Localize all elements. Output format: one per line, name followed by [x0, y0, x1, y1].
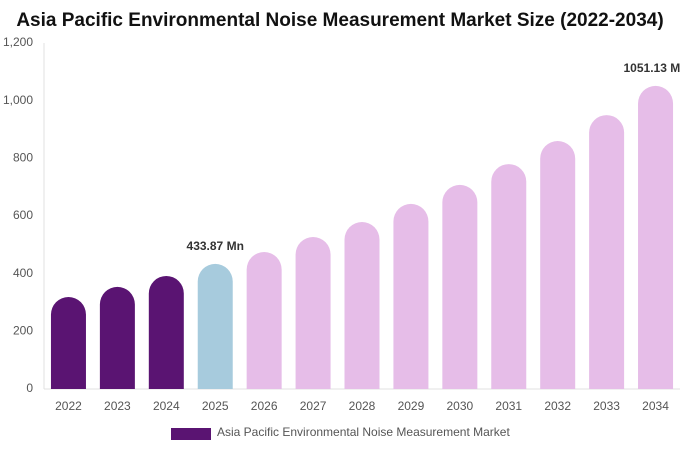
y-tick-label: 200	[13, 324, 33, 338]
y-tick-label: 600	[13, 208, 33, 222]
bar	[491, 164, 527, 389]
bar	[99, 286, 135, 389]
x-tick-label: 2034	[642, 399, 669, 413]
x-tick-label: 2022	[55, 399, 82, 413]
legend-swatch	[171, 428, 211, 440]
x-tick-label: 2033	[593, 399, 620, 413]
x-tick-label: 2024	[153, 399, 180, 413]
x-tick-label: 2027	[300, 399, 327, 413]
bar	[393, 203, 429, 389]
bar	[246, 252, 282, 389]
data-label: 1051.13 Mn	[624, 61, 680, 75]
bar	[50, 297, 86, 389]
bar	[540, 141, 576, 389]
bar	[442, 184, 478, 389]
bar	[295, 237, 331, 389]
legend-label: Asia Pacific Environmental Noise Measure…	[217, 425, 510, 439]
y-tick-label: 400	[13, 266, 33, 280]
x-tick-label: 2025	[202, 399, 229, 413]
x-tick-label: 2029	[398, 399, 425, 413]
x-tick-label: 2030	[446, 399, 473, 413]
data-label: 433.87 Mn	[187, 239, 244, 253]
x-tick-label: 2032	[544, 399, 571, 413]
y-tick-label: 0	[26, 381, 33, 395]
bar	[589, 115, 625, 390]
y-tick-label: 1,200	[3, 35, 33, 49]
x-tick-label: 2026	[251, 399, 278, 413]
bar	[638, 85, 674, 389]
x-tick-label: 2028	[349, 399, 376, 413]
y-tick-label: 800	[13, 151, 33, 165]
x-tick-label: 2023	[104, 399, 131, 413]
x-tick-label: 2031	[495, 399, 522, 413]
y-tick-label: 1,000	[3, 93, 33, 107]
bar	[197, 263, 233, 389]
chart-title: Asia Pacific Environmental Noise Measure…	[16, 10, 663, 31]
bar	[148, 275, 184, 389]
bar	[344, 222, 380, 389]
